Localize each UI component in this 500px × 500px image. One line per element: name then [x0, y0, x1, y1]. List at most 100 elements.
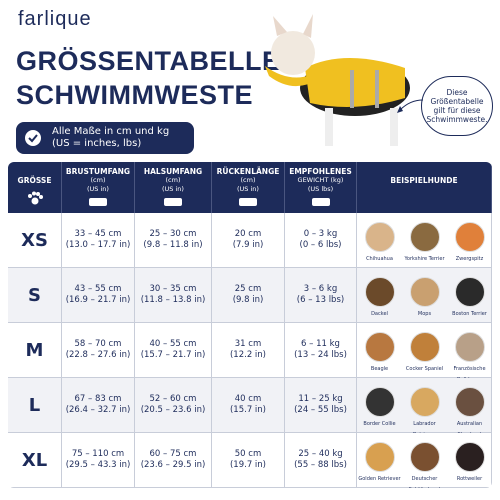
value-text: 0 – 3 kg — [303, 229, 338, 239]
dog: Rottweiler — [447, 442, 492, 485]
size-cell: XS — [8, 213, 62, 268]
dog-photo — [454, 332, 485, 362]
header-cell: GRÖSSE — [8, 162, 62, 213]
size-cell: M — [8, 323, 62, 378]
value-text: (15.7 – 21.7 in) — [140, 350, 206, 360]
value-cell: 60 – 75 cm (23.6 – 29.5 in) — [135, 433, 212, 488]
dog-name: Rottweiler — [456, 476, 483, 482]
title-line: GRÖSSENTABELLE — [16, 46, 281, 76]
header-cell: HALSUMFANG (cm) (US in) — [135, 162, 212, 213]
dog: Beagle — [357, 332, 402, 375]
dog-photo — [454, 222, 485, 252]
dog: Golden Retriever — [357, 442, 402, 485]
dog: Boston Terrier — [447, 277, 492, 320]
badge-text: (US = inches, lbs) — [52, 138, 142, 149]
size-cell: L — [8, 378, 62, 433]
dog: Yorkshire Terrier — [402, 222, 447, 265]
value-text: (55 – 88 lbs) — [294, 460, 347, 470]
header-text: (US lbs) — [307, 185, 334, 193]
value-cell: 58 – 70 cm (22.8 – 27.6 in) — [62, 323, 135, 378]
header-cell: BEISPIELHUNDE — [357, 162, 492, 213]
header-text: EMPFOHLENES — [289, 167, 352, 176]
size-table: GRÖSSE BRUSTUMFANG (cm) (US in) HALSUMFANG (c… — [8, 162, 492, 488]
value-text: 31 cm — [234, 339, 262, 349]
note-text: Diese Größentabelle gilt für diese Schwi… — [426, 88, 488, 124]
value-text: 20 cm — [234, 229, 262, 239]
value-text: 3 – 6 kg — [303, 284, 338, 294]
dog: Chihuahua — [357, 222, 402, 265]
value-text: (20.5 – 23.6 in) — [140, 405, 206, 415]
value-cell: 20 cm (7.9 in) — [212, 213, 285, 268]
value-cell: 52 – 60 cm (20.5 – 23.6 in) — [135, 378, 212, 433]
title-line: SCHWIMMWESTE — [16, 80, 253, 110]
value-cell: 25 – 30 cm (9.8 – 11.8 in) — [135, 213, 212, 268]
value-text: (15.7 in) — [229, 405, 266, 415]
dog-name: Dackel — [371, 311, 388, 317]
paw-icon — [27, 191, 43, 205]
value-cell: 25 cm (9.8 in) — [212, 268, 285, 323]
value-text: (13 – 24 lbs) — [294, 350, 347, 360]
value-cell: 33 – 45 cm (13.0 – 17.7 in) — [62, 213, 135, 268]
dog: Cocker Spaniel — [402, 332, 447, 375]
value-cell: 0 – 3 kg (0 – 6 lbs) — [285, 213, 357, 268]
value-text: (0 – 6 lbs) — [299, 240, 342, 250]
value-text: (11.8 – 13.8 in) — [140, 295, 206, 305]
value-text: 6 – 11 kg — [301, 339, 340, 349]
value-text: (19.7 in) — [229, 460, 266, 470]
arrow — [397, 99, 424, 113]
value-cell: 30 – 35 cm (11.8 – 13.8 in) — [135, 268, 212, 323]
dog-name: Golden Retriever — [358, 476, 401, 482]
dog-photo — [454, 387, 485, 417]
value-text: 50 cm — [234, 449, 262, 459]
dog-photo — [265, 14, 410, 146]
header-text: BEISPIELHUNDE — [390, 176, 458, 185]
dogs-cell: Golden Retriever Deutscher Schäferhund Rot… — [357, 433, 492, 488]
size-cell: XL — [8, 433, 62, 488]
header-text: RÜCKENLÄNGE — [216, 167, 280, 176]
header-cell: EMPFOHLENES GEWICHT (kg) (US lbs) — [285, 162, 357, 213]
header-text: (cm) — [240, 176, 256, 184]
value-text: (29.5 – 43.3 in) — [65, 460, 131, 470]
value-cell: 40 – 55 cm (15.7 – 21.7 in) — [135, 323, 212, 378]
dog-photo — [409, 442, 440, 472]
value-text: 60 – 75 cm — [149, 449, 197, 459]
dog: Border Collie — [357, 387, 402, 430]
dog-name: Border Collie — [363, 421, 396, 427]
value-text: (22.8 – 27.6 in) — [65, 350, 131, 360]
value-text: (9.8 in) — [232, 295, 264, 305]
value-text: 30 – 35 cm — [149, 284, 197, 294]
dog-name: Zwergspitz — [455, 256, 484, 262]
dogs-cell: Chihuahua Yorkshire Terrier Zwergspitz — [357, 213, 492, 268]
value-text: 52 – 60 cm — [149, 394, 197, 404]
value-text: (16.9 – 21.7 in) — [65, 295, 131, 305]
value-text: 25 – 40 kg — [298, 449, 343, 459]
value-text: 75 – 110 cm — [71, 449, 125, 459]
dog-name: Yorkshire Terrier — [404, 256, 445, 262]
check-icon — [25, 130, 41, 146]
dog-photo — [364, 222, 395, 252]
dog-name: Boston Terrier — [452, 311, 487, 317]
dog-photo — [409, 332, 440, 362]
icon — [239, 198, 257, 206]
dog: Mops — [402, 277, 447, 320]
badge: Alle Maße in cm und kg (US = inches, lbs… — [16, 122, 194, 154]
header-text: (US in) — [162, 185, 184, 193]
value-text: (9.8 – 11.8 in) — [143, 240, 203, 250]
value-text: 58 – 70 cm — [74, 339, 122, 349]
dog-name: Beagle — [370, 366, 389, 372]
dog: Zwergspitz — [447, 222, 492, 265]
header-cell: BRUSTUMFANG (cm) (US in) — [62, 162, 135, 213]
dog-photo — [409, 387, 440, 417]
value-text: (7.9 in) — [232, 240, 264, 250]
value-cell: 40 cm (15.7 in) — [212, 378, 285, 433]
header-text: HALSUMFANG — [143, 167, 203, 176]
dog-photo — [364, 277, 395, 307]
value-text: (13.0 – 17.7 in) — [65, 240, 131, 250]
value-text: 40 cm — [234, 394, 262, 404]
value-cell: 31 cm (12.2 in) — [212, 323, 285, 378]
dog: Deutscher Schäferhund — [402, 442, 447, 488]
header-text: (cm) — [90, 176, 106, 184]
